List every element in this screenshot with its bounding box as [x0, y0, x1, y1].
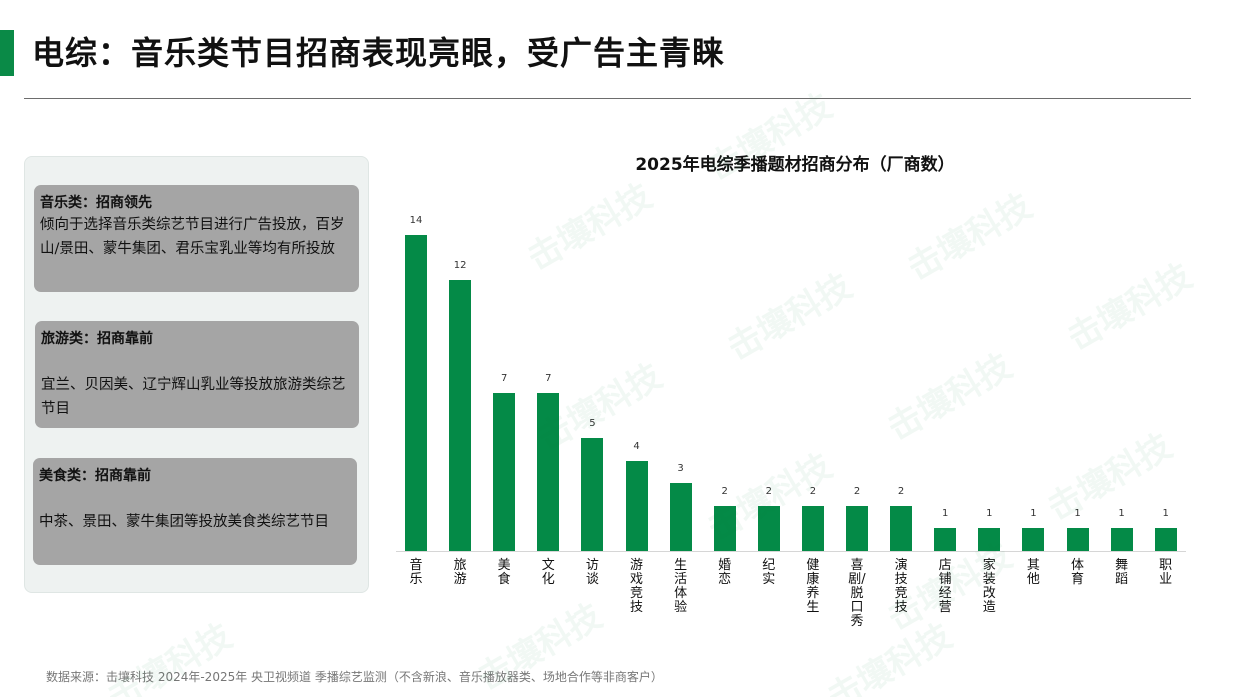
bar-value-label: 3 — [677, 463, 684, 475]
bar-column: 1 家装改造 — [969, 200, 1013, 640]
card-body: 倾向于选择音乐类综艺节目进行广告投放，百岁山/景田、蒙牛集团、君乐宝乳业等均有所… — [40, 217, 345, 257]
x-tick-label: 喜剧/脱口秀 — [848, 558, 866, 629]
chart-title: 2025年电综季播题材招商分布（厂商数） — [635, 155, 955, 175]
x-axis-line — [396, 551, 1186, 552]
x-tick-label: 其他 — [1026, 558, 1040, 587]
x-tick-label: 舞蹈 — [1115, 558, 1129, 587]
x-tick-label: 健康养生 — [806, 558, 820, 615]
bar-column: 3 生活体验 — [661, 200, 705, 640]
x-tick-label: 婚恋 — [718, 558, 732, 587]
bar-column: 2 喜剧/脱口秀 — [837, 200, 881, 640]
bar-column: 2 婚恋 — [705, 200, 749, 640]
insight-panel: 音乐类：招商领先 倾向于选择音乐类综艺节目进行广告投放，百岁山/景田、蒙牛集团、… — [24, 156, 369, 593]
title-accent-bar — [0, 30, 14, 76]
x-tick-label: 纪实 — [762, 558, 776, 587]
bar-value-label: 2 — [765, 485, 772, 497]
x-tick-label: 店铺经营 — [938, 558, 952, 615]
bar-value-label: 2 — [897, 485, 905, 497]
bar — [757, 505, 780, 551]
bar — [1022, 528, 1045, 551]
bar-column: 14 音乐 — [396, 200, 440, 640]
bar-column: 2 健康养生 — [793, 200, 837, 640]
x-tick-label: 访谈 — [585, 558, 599, 587]
bar — [713, 505, 736, 551]
card-title: 音乐类：招商领先 — [40, 195, 152, 211]
bar-column: 1 其他 — [1013, 200, 1057, 640]
bar — [1110, 528, 1133, 551]
x-tick-label: 游戏竞技 — [629, 558, 643, 615]
x-tick-label: 旅游 — [453, 558, 467, 587]
bar-column: 1 职业 — [1146, 200, 1190, 640]
x-tick-label: 生活体验 — [674, 558, 688, 615]
bar-column: 12 旅游 — [440, 200, 484, 640]
data-source-note: 数据来源：击壤科技 2024年-2025年 央卫视频道 季播综艺监测（不含新浪、… — [46, 670, 663, 684]
card-title: 旅游类：招商靠前 — [41, 331, 153, 347]
bar — [1066, 528, 1089, 551]
card-body: 宜兰、贝因美、辽宁辉山乳业等投放旅游类综艺节目 — [41, 377, 346, 417]
bar — [581, 438, 604, 551]
bar-column: 7 美食 — [484, 200, 528, 640]
bar — [493, 393, 516, 551]
bar-value-label: 2 — [853, 485, 861, 497]
bar-value-label: 1 — [1074, 508, 1081, 520]
bar-chart: 14 音乐 12 旅游 7 美食 7 文化 5 访谈 4 游戏竞技 3 生活体验 2 婚恋 2 纪实 2 健康养生 2 喜… — [396, 200, 1186, 640]
bar — [801, 505, 824, 551]
bar-value-label: 1 — [1118, 508, 1125, 520]
x-tick-label: 家装改造 — [982, 558, 996, 615]
x-tick-label: 体育 — [1070, 558, 1084, 587]
insight-card-music: 音乐类：招商领先 倾向于选择音乐类综艺节目进行广告投放，百岁山/景田、蒙牛集团、… — [34, 185, 359, 292]
insight-card-travel: 旅游类：招商靠前 宜兰、贝因美、辽宁辉山乳业等投放旅游类综艺节目 — [35, 321, 359, 428]
bar-column: 2 纪实 — [749, 200, 793, 640]
page-title: 电综：音乐类节目招商表现亮眼，受广告主青睐 — [32, 34, 726, 72]
bar-value-label: 7 — [501, 373, 508, 384]
insight-card-food: 美食类：招商靠前 中茶、景田、蒙牛集团等投放美食类综艺节目 — [33, 458, 357, 565]
bar-value-label: 12 — [453, 260, 467, 272]
bar — [625, 460, 648, 551]
bar — [405, 235, 427, 551]
card-title: 美食类：招商靠前 — [39, 468, 151, 484]
bar-column: 1 舞蹈 — [1102, 200, 1146, 640]
bar-value-label: 4 — [633, 440, 640, 452]
bar — [537, 393, 560, 551]
bar — [978, 528, 1001, 551]
bar-column: 2 演技竞技 — [881, 200, 925, 640]
bar-value-label: 2 — [721, 485, 728, 497]
bar-value-label: 1 — [1030, 508, 1037, 520]
bar — [669, 483, 692, 551]
x-tick-label: 演技竞技 — [894, 558, 908, 615]
x-tick-label: 音乐 — [409, 558, 423, 587]
bar-column: 1 店铺经营 — [925, 200, 969, 640]
card-body: 中茶、景田、蒙牛集团等投放美食类综艺节目 — [39, 514, 329, 530]
bar — [449, 280, 472, 551]
bar-column: 5 访谈 — [572, 200, 616, 640]
bar — [890, 505, 913, 551]
bar — [1154, 528, 1177, 551]
x-tick-label: 职业 — [1159, 558, 1173, 587]
bar-value-label: 2 — [809, 485, 817, 497]
bar — [846, 505, 868, 551]
bar-column: 7 文化 — [528, 200, 572, 640]
bar-column: 4 游戏竞技 — [617, 200, 661, 640]
bar-value-label: 5 — [589, 418, 596, 430]
bar-value-label: 1 — [942, 508, 949, 520]
x-tick-label: 文化 — [541, 558, 555, 587]
bar-value-label: 1 — [986, 508, 993, 520]
x-tick-label: 美食 — [497, 558, 511, 587]
bar-value-label: 14 — [409, 215, 423, 226]
bar-value-label: 7 — [545, 373, 552, 384]
bar — [934, 528, 957, 551]
bar-column: 1 体育 — [1058, 200, 1102, 640]
title-divider — [24, 98, 1191, 99]
bar-value-label: 1 — [1162, 508, 1169, 520]
